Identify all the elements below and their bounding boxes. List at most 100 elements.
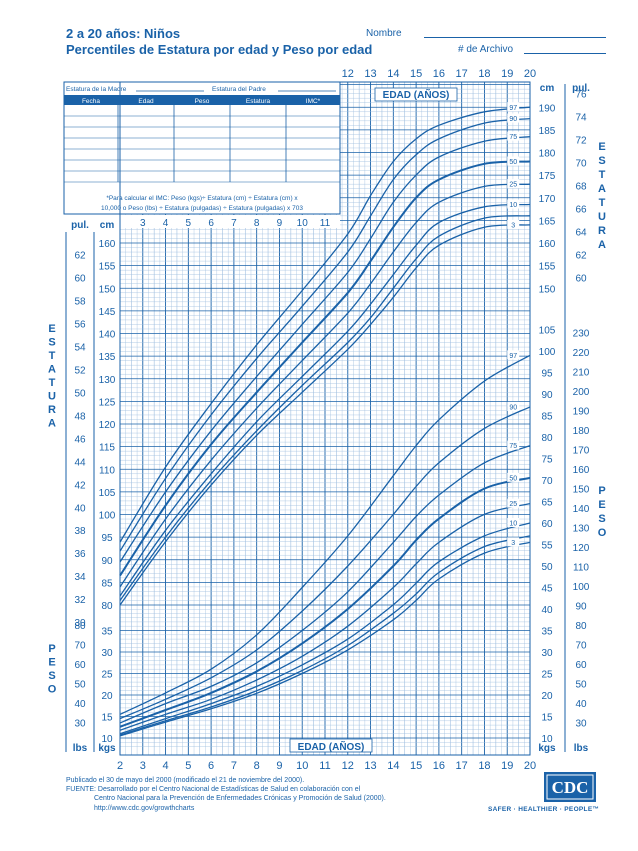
right-kg-tick: 10 [541, 734, 553, 745]
stature-percentile-label-3: 3 [511, 222, 515, 229]
left-lb-tick: 60 [74, 660, 86, 671]
left-weight-title: S [48, 670, 55, 682]
right-lb-tick: 110 [573, 562, 589, 573]
right-kg-tick: 35 [541, 627, 553, 638]
stature-percentile-label-bg [507, 156, 520, 166]
left-kg-tick: 30 [101, 648, 113, 659]
mother-height-label: Estatura de la Madre [66, 86, 127, 93]
right-in-tick: 70 [575, 158, 587, 169]
left-in-tick: 56 [74, 319, 86, 330]
bottom-age-tick: 5 [185, 760, 191, 772]
right-cm-tick: 185 [539, 126, 556, 137]
weight-percentile-label-90: 90 [509, 404, 517, 411]
left-axis-bg [64, 82, 120, 755]
bottom-age-tick: 20 [524, 760, 536, 772]
left-kg-tick: 10 [101, 734, 113, 745]
name-field-line[interactable] [424, 37, 606, 38]
right-kg-tick: 45 [541, 584, 553, 595]
left-kg-tick: 25 [101, 670, 113, 681]
right-lb-tick: 200 [573, 387, 590, 398]
chart-subtitle: Percentiles de Estatura por edad y Peso … [66, 42, 373, 57]
weight-percentile-label-50: 50 [509, 475, 517, 482]
inset-age-label: 6 [208, 218, 214, 229]
right-cm-tick: 165 [539, 216, 556, 227]
left-kg-unit: kgs [98, 743, 116, 754]
right-kg-tick: 50 [541, 562, 553, 573]
top-age-tick: 18 [478, 68, 490, 80]
right-kg-tick: 65 [541, 498, 553, 509]
right-cm-tick: 175 [539, 171, 556, 182]
column-header: Peso [195, 98, 210, 105]
bottom-age-tick: 9 [276, 760, 282, 772]
right-weight-title: E [598, 499, 605, 511]
right-lb-tick: 160 [573, 465, 590, 476]
top-age-tick: 13 [364, 68, 376, 80]
left-cm-tick: 135 [99, 352, 116, 363]
top-age-tick: 19 [501, 68, 513, 80]
bmi-note-line1: *Para calcular el IMC: Peso (kgs)÷ Estat… [106, 195, 298, 202]
top-axis-bg [341, 64, 531, 82]
bottom-age-tick: 18 [478, 760, 490, 772]
top-age-tick: 16 [433, 68, 445, 80]
right-kg-tick: 60 [541, 519, 553, 530]
left-in-unit: pul. [71, 220, 89, 231]
bottom-age-tick: 11 [319, 760, 330, 772]
bottom-age-tick: 19 [501, 760, 513, 772]
left-in-tick: 52 [74, 365, 86, 376]
top-age-tick: 17 [456, 68, 468, 80]
stature-percentile-label-25: 25 [509, 182, 517, 189]
weight-percentile-97 [119, 354, 531, 715]
left-lb-tick: 30 [74, 718, 86, 729]
weight-percentile-label-10: 10 [509, 521, 517, 528]
right-cm-tick: 170 [539, 194, 556, 205]
inset-age-label: 5 [186, 218, 192, 229]
stature-percentile-75 [119, 136, 531, 563]
left-cm-tick: 120 [99, 420, 116, 431]
stature-percentile-label-bg [507, 113, 520, 123]
left-in-tick: 42 [74, 480, 86, 491]
cdc-logo-icon: CDC [544, 772, 596, 802]
chart-title: 2 a 20 años: Niños [66, 26, 181, 41]
father-height-label: Estatura del Padre [212, 86, 266, 93]
bottom-age-tick: 13 [364, 760, 376, 772]
weight-percentile-label-bg [507, 440, 520, 450]
right-lb-tick: 40 [575, 699, 587, 710]
weight-percentile-label-bg [507, 537, 520, 547]
right-in-tick: 72 [575, 135, 587, 146]
stature-percentile-label-bg [507, 179, 520, 189]
weight-percentile-5 [119, 535, 531, 736]
left-kg-tick: 20 [101, 691, 113, 702]
left-in-tick: 40 [74, 503, 86, 514]
left-cm-tick: 125 [99, 397, 116, 408]
bottom-age-tick: 7 [231, 760, 237, 772]
right-kg-tick: 25 [541, 670, 553, 681]
stature-percentile-label-75: 75 [509, 134, 517, 141]
left-cm-tick: 105 [99, 488, 116, 499]
left-in-tick: 48 [74, 411, 86, 422]
right-kg-tick: 90 [541, 390, 553, 401]
left-stature-title: S [48, 337, 55, 349]
right-stature-title: S [598, 155, 605, 167]
stature-percentile-50 [119, 160, 531, 577]
footer-url[interactable]: http://www.cdc.gov/growthcharts [94, 805, 195, 812]
right-stature-title: A [598, 183, 606, 195]
right-lb-tick: 180 [573, 426, 590, 437]
right-lb-tick: 150 [573, 484, 590, 495]
record-number-field-line[interactable] [524, 53, 606, 54]
weight-percentile-3 [119, 541, 531, 737]
bottom-age-tick: 16 [433, 760, 445, 772]
right-in-tick: 74 [575, 112, 587, 123]
right-kg-tick: 40 [541, 605, 553, 616]
inset-age-label: 11 [320, 218, 331, 229]
bottom-age-tick: 6 [208, 760, 214, 772]
right-kg-tick: 105 [539, 326, 556, 337]
weight-percentile-label-3: 3 [511, 540, 515, 547]
column-header: Estatura [246, 98, 271, 105]
stature-percentile-3 [119, 224, 531, 606]
right-in-tick: 68 [575, 181, 587, 192]
right-kg-unit: kgs [538, 743, 556, 754]
left-lb-tick: 80 [74, 621, 86, 632]
bottom-age-tick: 4 [162, 760, 168, 772]
top-age-tick: 12 [342, 68, 354, 80]
left-kg-tick: 15 [101, 713, 113, 724]
